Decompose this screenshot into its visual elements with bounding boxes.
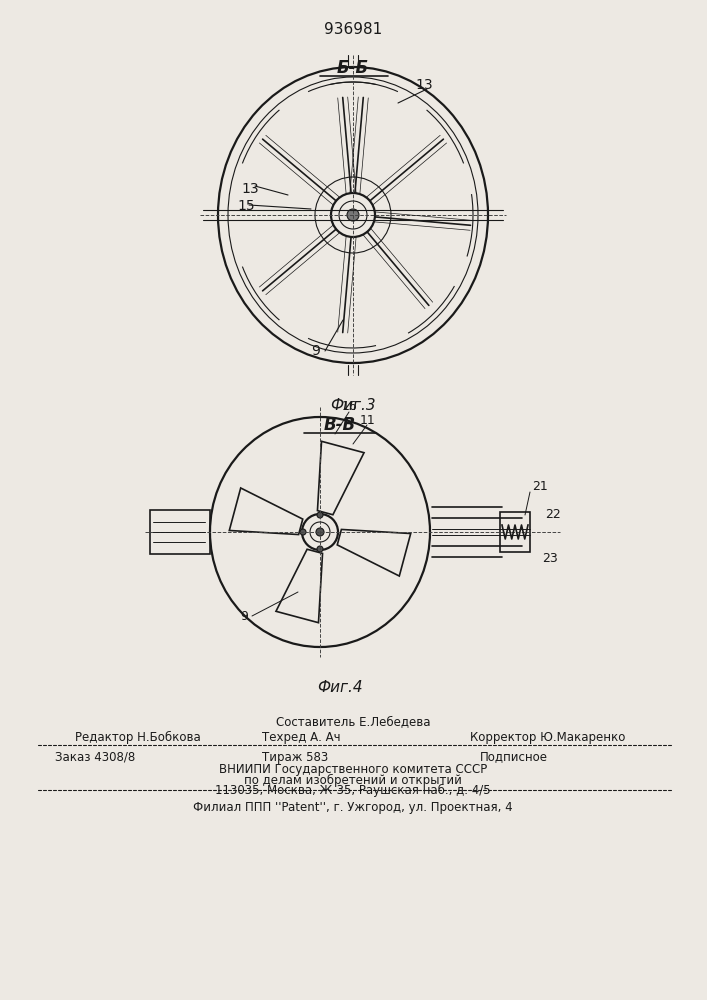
Text: Редактор Н.Бобкова: Редактор Н.Бобкова bbox=[75, 730, 201, 744]
Bar bbox=[500, 512, 530, 552]
Text: 21: 21 bbox=[532, 480, 548, 493]
Text: Филиал ППП ''Patent'', г. Ужгород, ул. Проектная, 4: Филиал ППП ''Patent'', г. Ужгород, ул. П… bbox=[193, 802, 513, 814]
Text: Тираж 583: Тираж 583 bbox=[262, 750, 328, 764]
Text: Фиг.3: Фиг.3 bbox=[330, 397, 376, 412]
Text: 15: 15 bbox=[237, 199, 255, 213]
Text: Составитель Е.Лебедева: Составитель Е.Лебедева bbox=[276, 716, 431, 728]
Text: В-В: В-В bbox=[324, 416, 356, 434]
Circle shape bbox=[317, 546, 323, 552]
Circle shape bbox=[300, 529, 306, 535]
Text: по делам изобретений и открытий: по делам изобретений и открытий bbox=[244, 773, 462, 787]
Text: 16: 16 bbox=[342, 400, 358, 413]
Circle shape bbox=[316, 528, 324, 536]
Text: Техред А. Ач: Техред А. Ач bbox=[262, 730, 341, 744]
Circle shape bbox=[317, 512, 323, 518]
Text: 13: 13 bbox=[241, 182, 259, 196]
Text: Корректор Ю.Макаренко: Корректор Ю.Макаренко bbox=[470, 730, 626, 744]
Text: Заказ 4308/8: Заказ 4308/8 bbox=[55, 750, 135, 764]
Text: 113035, Москва, Ж-35, Раушская наб., д. 4/5: 113035, Москва, Ж-35, Раушская наб., д. … bbox=[215, 783, 491, 797]
Text: 22: 22 bbox=[545, 508, 561, 521]
Text: 11: 11 bbox=[360, 414, 375, 427]
Text: 23: 23 bbox=[542, 552, 558, 565]
Text: Фиг.4: Фиг.4 bbox=[317, 680, 363, 694]
Text: 9: 9 bbox=[240, 610, 248, 623]
Text: Подписное: Подписное bbox=[480, 750, 548, 764]
Text: ВНИИПИ Государственного комитета СССР: ВНИИПИ Государственного комитета СССР bbox=[219, 764, 487, 776]
Text: Б-Б: Б-Б bbox=[337, 59, 369, 77]
Text: 936981: 936981 bbox=[324, 22, 382, 37]
Bar bbox=[150, 510, 210, 554]
Text: 9: 9 bbox=[311, 344, 320, 358]
Text: 13: 13 bbox=[415, 78, 433, 92]
Circle shape bbox=[347, 209, 359, 221]
